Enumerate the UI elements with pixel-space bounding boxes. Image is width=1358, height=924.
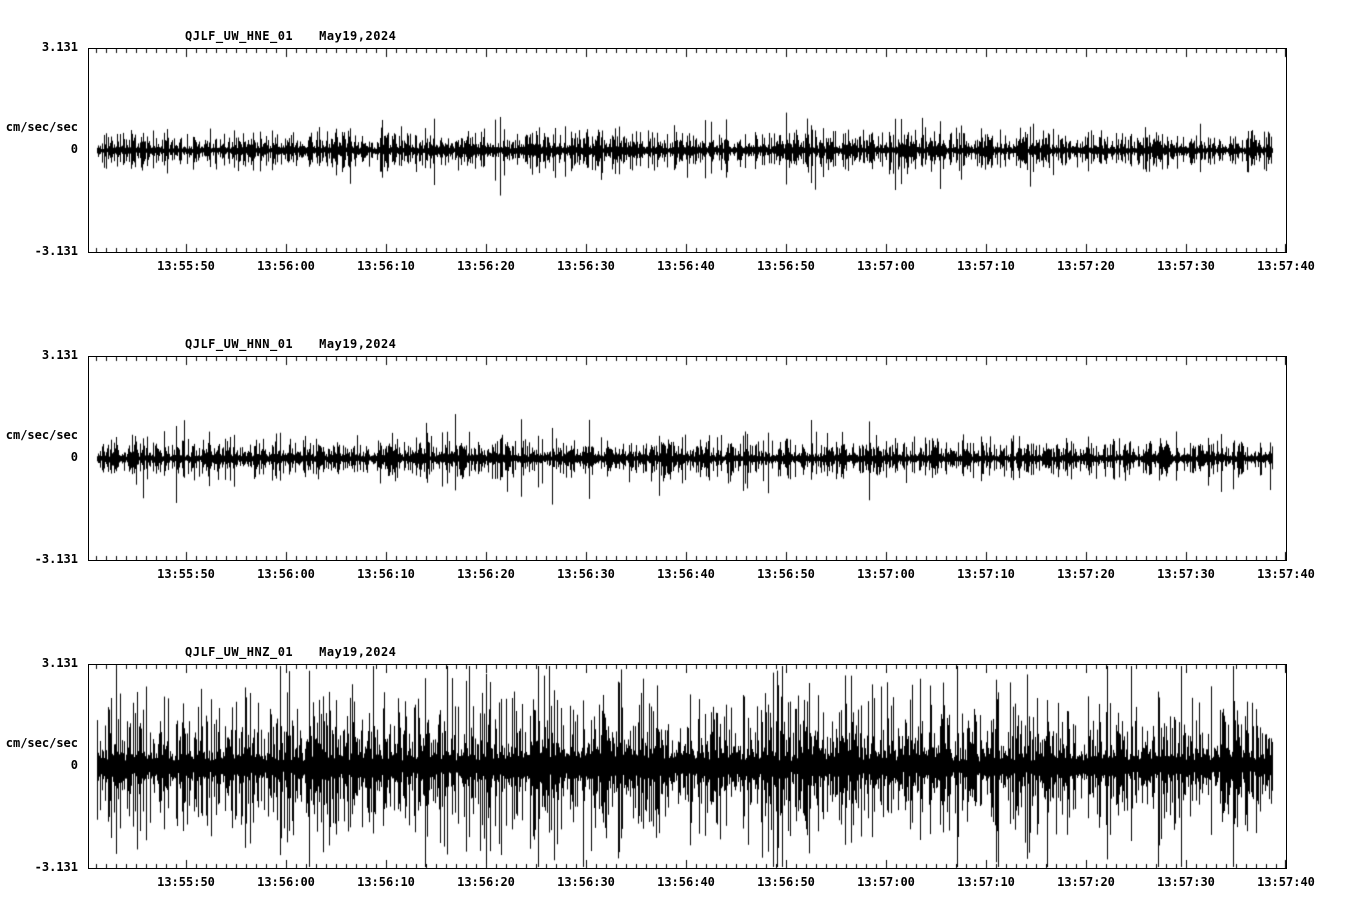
x-tick-label: 13:57:30	[1157, 259, 1215, 273]
date-label: May19,2024	[319, 29, 397, 43]
x-tick-label: 13:56:20	[457, 567, 515, 581]
x-axis-labels: 13:55:50 13:56:00 13:56:10 13:56:20 13:56:30…	[89, 259, 1315, 275]
x-tick-label: 13:56:50	[757, 259, 815, 273]
x-tick-label: 13:57:20	[1057, 567, 1115, 581]
y-tick-max: 3.131	[41, 40, 78, 54]
x-tick-label: 13:56:40	[657, 875, 715, 889]
x-tick-label: 13:57:00	[857, 259, 915, 273]
x-tick-label: 13:56:30	[557, 875, 615, 889]
waveform-canvas-hnz	[88, 664, 1287, 869]
y-tick-zero: 0	[70, 450, 78, 464]
x-tick-label: 13:57:00	[857, 875, 915, 889]
x-tick-label: 13:57:40	[1257, 259, 1315, 273]
waveform-canvas-hnn	[88, 356, 1287, 561]
panel-hnz: QJLF_UW_HNZ_01 May19,2024 3.131 cm/sec/se…	[0, 645, 1358, 924]
date-label: May19,2024	[319, 645, 397, 659]
x-tick-label: 13:56:00	[257, 567, 315, 581]
x-tick-label: 13:56:10	[357, 259, 415, 273]
x-tick-label: 13:56:00	[257, 875, 315, 889]
x-tick-label: 13:57:10	[957, 567, 1015, 581]
x-tick-label: 13:57:40	[1257, 567, 1315, 581]
x-tick-label: 13:56:00	[257, 259, 315, 273]
x-tick-label: 13:57:30	[1157, 567, 1215, 581]
x-tick-label: 13:57:30	[1157, 875, 1215, 889]
y-axis-units: cm/sec/sec	[5, 120, 78, 134]
station-channel-label: QJLF_UW_HNZ_01	[185, 645, 294, 659]
x-tick-label: 13:55:50	[157, 875, 215, 889]
x-tick-label: 13:56:50	[757, 567, 815, 581]
x-tick-label: 13:56:40	[657, 567, 715, 581]
y-axis-units: cm/sec/sec	[5, 736, 78, 750]
y-tick-zero: 0	[70, 758, 78, 772]
x-tick-label: 13:56:30	[557, 567, 615, 581]
x-tick-label: 13:55:50	[157, 567, 215, 581]
x-tick-label: 13:57:20	[1057, 259, 1115, 273]
x-tick-label: 13:56:10	[357, 567, 415, 581]
x-tick-label: 13:56:30	[557, 259, 615, 273]
panel-hnn: QJLF_UW_HNN_01 May19,2024 3.131 cm/sec/se…	[0, 337, 1358, 656]
panel-title-hne: QJLF_UW_HNE_01 May19,2024	[185, 29, 396, 43]
y-tick-max: 3.131	[41, 348, 78, 362]
y-tick-min: -3.131	[34, 552, 78, 566]
y-axis-units: cm/sec/sec	[5, 428, 78, 442]
panel-hne: QJLF_UW_HNE_01 May19,2024 3.131 cm/sec/se…	[0, 29, 1358, 348]
x-tick-label: 13:55:50	[157, 259, 215, 273]
station-channel-label: QJLF_UW_HNN_01	[185, 337, 294, 351]
x-tick-label: 13:57:10	[957, 259, 1015, 273]
x-tick-label: 13:57:10	[957, 875, 1015, 889]
y-tick-max: 3.131	[41, 656, 78, 670]
x-tick-label: 13:56:50	[757, 875, 815, 889]
y-tick-zero: 0	[70, 142, 78, 156]
y-tick-min: -3.131	[34, 244, 78, 258]
station-channel-label: QJLF_UW_HNE_01	[185, 29, 294, 43]
x-tick-label: 13:56:20	[457, 875, 515, 889]
x-axis-labels: 13:55:50 13:56:00 13:56:10 13:56:20 13:56:30…	[89, 567, 1315, 583]
panel-title-hnz: QJLF_UW_HNZ_01 May19,2024	[185, 645, 396, 659]
x-tick-label: 13:56:40	[657, 259, 715, 273]
panel-title-hnn: QJLF_UW_HNN_01 May19,2024	[185, 337, 396, 351]
x-axis-labels: 13:55:50 13:56:00 13:56:10 13:56:20 13:56:30…	[89, 875, 1315, 891]
x-tick-label: 13:57:20	[1057, 875, 1115, 889]
waveform-canvas-hne	[88, 48, 1287, 253]
x-tick-label: 13:57:40	[1257, 875, 1315, 889]
x-tick-label: 13:56:10	[357, 875, 415, 889]
date-label: May19,2024	[319, 337, 397, 351]
x-tick-label: 13:57:00	[857, 567, 915, 581]
x-tick-label: 13:56:20	[457, 259, 515, 273]
y-tick-min: -3.131	[34, 860, 78, 874]
